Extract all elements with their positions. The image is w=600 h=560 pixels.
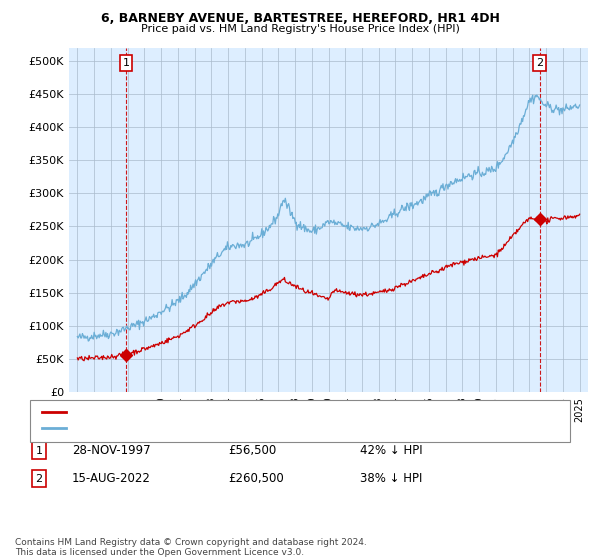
Text: Price paid vs. HM Land Registry's House Price Index (HPI): Price paid vs. HM Land Registry's House …: [140, 24, 460, 34]
Text: 15-AUG-2022: 15-AUG-2022: [72, 472, 151, 486]
Text: Contains HM Land Registry data © Crown copyright and database right 2024.
This d: Contains HM Land Registry data © Crown c…: [15, 538, 367, 557]
Text: 1: 1: [122, 58, 130, 68]
Text: HPI: Average price, detached house, Herefordshire: HPI: Average price, detached house, Here…: [72, 423, 336, 433]
Text: 1: 1: [35, 446, 43, 456]
Text: £56,500: £56,500: [228, 444, 276, 458]
Text: 2: 2: [35, 474, 43, 484]
Text: 2: 2: [536, 58, 544, 68]
Text: 6, BARNEBY AVENUE, BARTESTREE, HEREFORD, HR1 4DH: 6, BARNEBY AVENUE, BARTESTREE, HEREFORD,…: [101, 12, 499, 25]
Text: 28-NOV-1997: 28-NOV-1997: [72, 444, 151, 458]
Text: £260,500: £260,500: [228, 472, 284, 486]
Text: 38% ↓ HPI: 38% ↓ HPI: [360, 472, 422, 486]
Text: 42% ↓ HPI: 42% ↓ HPI: [360, 444, 422, 458]
Text: 6, BARNEBY AVENUE, BARTESTREE, HEREFORD, HR1 4DH (detached house): 6, BARNEBY AVENUE, BARTESTREE, HEREFORD,…: [72, 407, 464, 417]
